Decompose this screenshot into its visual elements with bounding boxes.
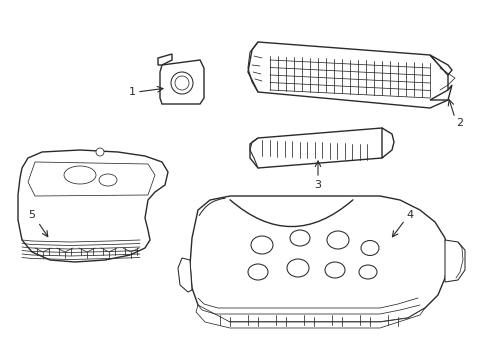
- Ellipse shape: [64, 166, 96, 184]
- Ellipse shape: [325, 262, 345, 278]
- Polygon shape: [160, 60, 203, 104]
- Polygon shape: [178, 258, 192, 292]
- Text: 2: 2: [455, 118, 463, 128]
- Text: 3: 3: [314, 180, 321, 190]
- Polygon shape: [381, 128, 393, 158]
- Text: 1: 1: [128, 87, 135, 97]
- Polygon shape: [196, 305, 424, 328]
- Ellipse shape: [247, 264, 267, 280]
- Ellipse shape: [96, 148, 104, 156]
- Ellipse shape: [99, 174, 117, 186]
- Polygon shape: [190, 196, 447, 322]
- Polygon shape: [249, 128, 391, 168]
- Text: 5: 5: [28, 210, 36, 220]
- Ellipse shape: [171, 72, 193, 94]
- Polygon shape: [247, 42, 447, 108]
- Ellipse shape: [286, 259, 308, 277]
- Polygon shape: [158, 54, 172, 65]
- Polygon shape: [18, 150, 168, 262]
- FancyArrowPatch shape: [199, 198, 225, 216]
- Polygon shape: [444, 240, 464, 282]
- Polygon shape: [429, 55, 451, 75]
- Ellipse shape: [289, 230, 309, 246]
- FancyArrowPatch shape: [230, 200, 352, 226]
- Ellipse shape: [175, 76, 189, 90]
- Text: 4: 4: [406, 210, 413, 220]
- Ellipse shape: [358, 265, 376, 279]
- Polygon shape: [28, 162, 155, 196]
- Ellipse shape: [326, 231, 348, 249]
- Polygon shape: [429, 85, 451, 100]
- Ellipse shape: [250, 236, 272, 254]
- Ellipse shape: [360, 240, 378, 256]
